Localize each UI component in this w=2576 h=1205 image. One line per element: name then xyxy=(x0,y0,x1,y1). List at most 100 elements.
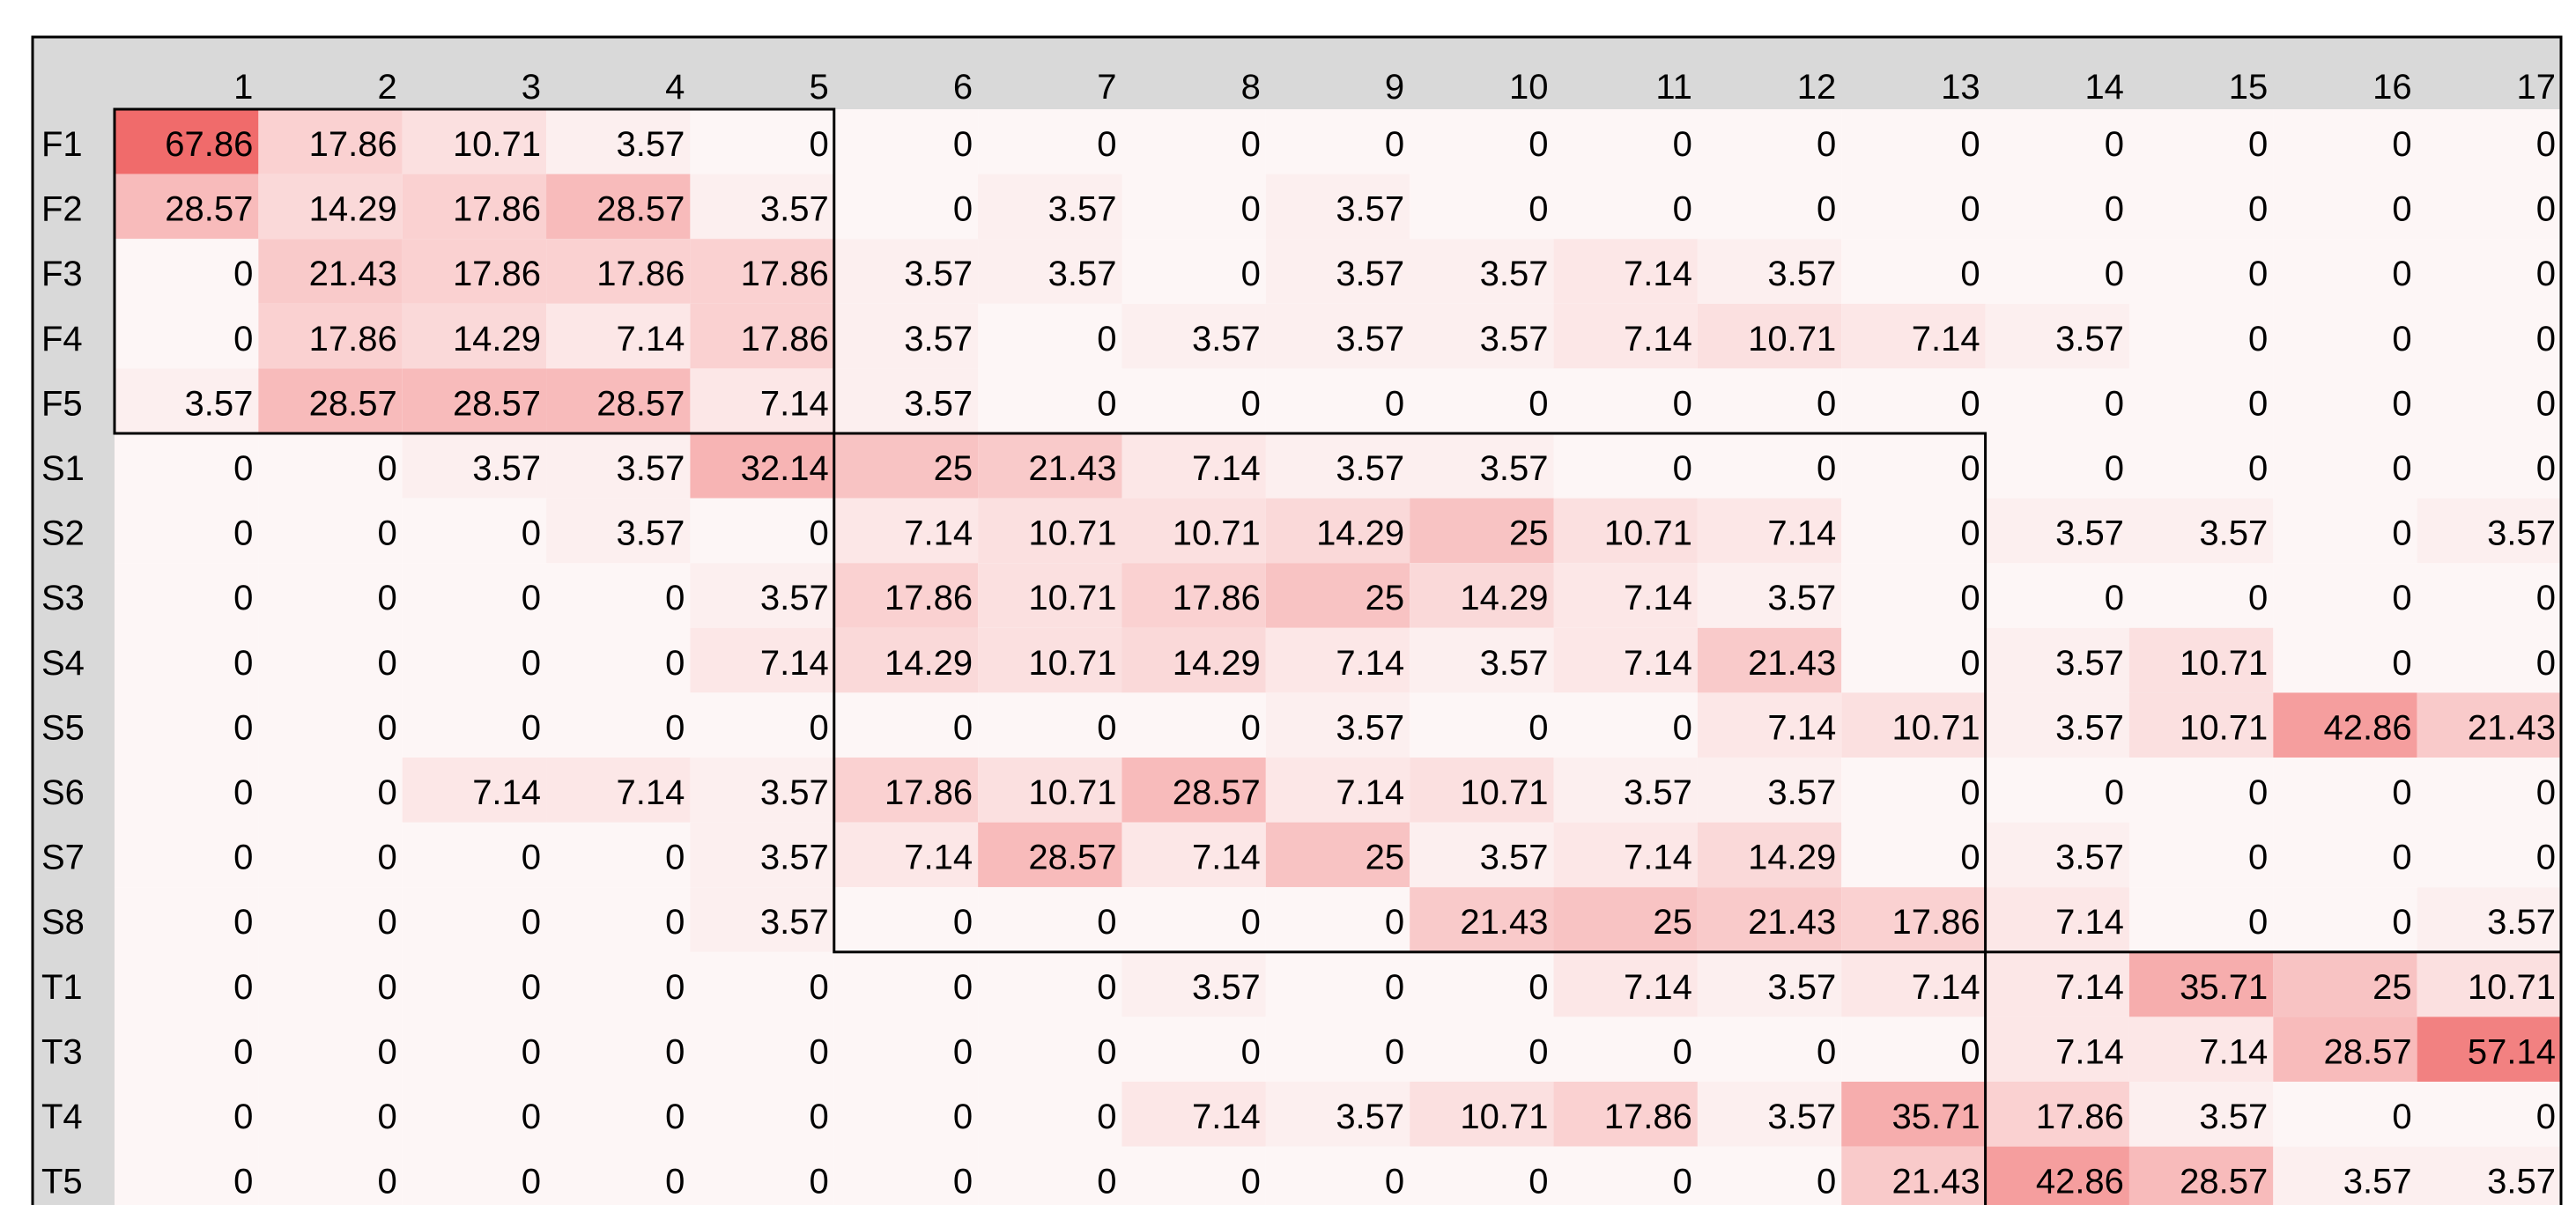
cell-value: 0 xyxy=(1241,1163,1261,1201)
cell-value: 10.71 xyxy=(1028,644,1116,683)
cell-value: 7.14 xyxy=(1624,320,1692,359)
heatmap-cell xyxy=(546,174,691,240)
cell-value: 0 xyxy=(1817,384,1836,423)
heatmap-cell xyxy=(2128,433,2274,499)
cell-value: 3.57 xyxy=(1767,968,1836,1007)
cell-value: 10.71 xyxy=(1028,773,1116,812)
heatmap-cell xyxy=(2128,758,2274,823)
heatmap-cell xyxy=(1121,1146,1266,1205)
cell-value: 0 xyxy=(2248,255,2268,293)
heatmap-cell xyxy=(690,303,834,369)
cell-value: 3.57 xyxy=(904,320,973,359)
heatmap-cell xyxy=(546,692,691,758)
heatmap-cell xyxy=(1697,1146,1842,1205)
cell-value: 0 xyxy=(2536,190,2556,229)
heatmap-cell xyxy=(1410,109,1554,174)
heatmap-cell xyxy=(1121,692,1266,758)
cell-value: 0 xyxy=(377,903,396,942)
heatmap-cell xyxy=(2417,303,2561,369)
heatmap-cell xyxy=(833,239,979,304)
heatmap-cell xyxy=(1985,1082,2129,1147)
cell-value: 3.57 xyxy=(617,514,685,553)
cell-value: 7.14 xyxy=(472,773,541,812)
cell-value: 0 xyxy=(1673,1032,1692,1071)
cell-value: 0 xyxy=(1673,1163,1692,1201)
cell-value: 3.57 xyxy=(904,384,973,423)
row-label: S5 xyxy=(41,708,85,747)
cell-value: 0 xyxy=(377,579,396,617)
heatmap-cell xyxy=(1121,368,1266,433)
heatmap-cell xyxy=(2273,822,2417,888)
heatmap-cell xyxy=(258,692,403,758)
cell-value: 0 xyxy=(1960,839,1980,877)
heatmap-cell xyxy=(833,563,979,628)
cell-value: 7.14 xyxy=(2055,903,2124,942)
heatmap-cell xyxy=(1265,1082,1410,1147)
row-label: T1 xyxy=(41,968,83,1007)
cell-value: 14.29 xyxy=(1173,644,1261,683)
heatmap-cell xyxy=(1410,1082,1554,1147)
heatmap-cell xyxy=(1841,627,1986,693)
cell-value: 25 xyxy=(1366,839,1405,877)
cell-value: 28.57 xyxy=(596,190,685,229)
cell-value: 28.57 xyxy=(165,190,253,229)
cell-value: 3.57 xyxy=(760,773,829,812)
cell-value: 0 xyxy=(522,839,541,877)
heatmap-cell xyxy=(1841,433,1986,499)
cell-value: 0 xyxy=(1241,903,1261,942)
heatmap-cell xyxy=(1410,303,1554,369)
heatmap-cell xyxy=(978,1016,1122,1082)
heatmap-cell xyxy=(1841,303,1986,369)
heatmap-cell xyxy=(1697,951,1842,1017)
heatmap-cell xyxy=(115,627,259,693)
heatmap-cell xyxy=(1410,692,1554,758)
cell-value: 0 xyxy=(2536,644,2556,683)
cell-value: 0 xyxy=(233,773,253,812)
cell-value: 0 xyxy=(665,968,685,1007)
heatmap-cell xyxy=(546,498,691,564)
heatmap-cell xyxy=(978,627,1122,693)
cell-value: 0 xyxy=(377,514,396,553)
cell-value: 0 xyxy=(2392,1098,2411,1136)
cell-value: 21.43 xyxy=(1460,903,1548,942)
cell-value: 3.57 xyxy=(1480,320,1549,359)
heatmap-cell xyxy=(1553,498,1698,564)
cell-value: 7.14 xyxy=(1624,968,1692,1007)
cell-value: 0 xyxy=(810,1163,829,1201)
cell-value: 0 xyxy=(2392,384,2411,423)
cell-value: 3.57 xyxy=(1048,190,1117,229)
heatmap-cell xyxy=(1265,563,1410,628)
cell-value: 21.43 xyxy=(1028,449,1116,488)
cell-value: 0 xyxy=(2536,255,2556,293)
cell-value: 0 xyxy=(2248,839,2268,877)
heatmap-cell xyxy=(833,303,979,369)
cell-value: 0 xyxy=(522,1032,541,1071)
cell-value: 3.57 xyxy=(617,449,685,488)
cell-value: 0 xyxy=(665,1032,685,1071)
cell-value: 3.57 xyxy=(760,579,829,617)
heatmap-cell xyxy=(115,951,259,1017)
cell-value: 0 xyxy=(233,320,253,359)
heatmap-cell xyxy=(1985,822,2129,888)
cell-value: 7.14 xyxy=(1336,644,1404,683)
cell-value: 0 xyxy=(1960,125,1980,164)
heatmap-cell xyxy=(2273,303,2417,369)
column-header: 9 xyxy=(1385,68,1404,107)
cell-value: 0 xyxy=(1529,1032,1548,1071)
heatmap-cell xyxy=(115,563,259,628)
heatmap-cell xyxy=(258,239,403,304)
row-label: S3 xyxy=(41,579,85,617)
cell-value: 25 xyxy=(934,449,973,488)
heatmap-cell xyxy=(1985,433,2129,499)
heatmap-cell xyxy=(1841,1082,1986,1147)
heatmap-cell xyxy=(402,887,547,952)
cell-value: 17.86 xyxy=(1173,579,1261,617)
heatmap-cell xyxy=(115,433,259,499)
heatmap-cell xyxy=(690,951,834,1017)
cell-value: 0 xyxy=(233,1098,253,1136)
heatmap-cell xyxy=(1553,692,1698,758)
cell-value: 0 xyxy=(233,579,253,617)
cell-value: 0 xyxy=(953,190,973,229)
heatmap-cell xyxy=(1265,109,1410,174)
